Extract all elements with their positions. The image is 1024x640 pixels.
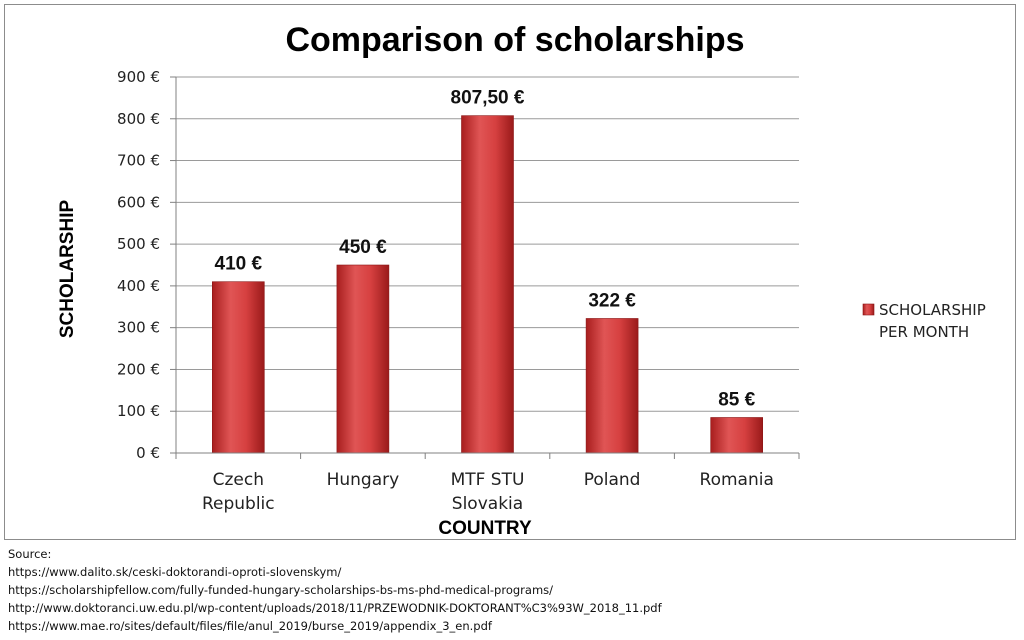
bars [212, 115, 764, 454]
data-label: 450 € [339, 237, 387, 258]
bar [585, 318, 639, 454]
data-labels: 410 € 450 € 807,50 € 322 € 85 € [215, 88, 756, 411]
y-tick-label: 100 € [117, 402, 160, 420]
y-tick-label: 400 € [117, 277, 160, 295]
chart-title: Comparison of scholarships [285, 21, 744, 59]
y-tick-label: 0 € [136, 444, 160, 462]
sources-heading: Source: [8, 547, 52, 561]
y-tick-label: 200 € [117, 360, 160, 378]
source-link-1[interactable]: https://www.dalito.sk/ceski-doktorandi-o… [8, 565, 342, 579]
legend-swatch [862, 303, 875, 316]
y-tick-label: 500 € [117, 235, 160, 253]
y-tick-label: 300 € [117, 319, 160, 337]
y-tick-label: 800 € [117, 110, 160, 128]
source-link-4[interactable]: https://www.mae.ro/sites/default/files/f… [8, 619, 492, 633]
sources-block: Source: https://www.dalito.sk/ceski-dokt… [8, 545, 1018, 635]
data-label: 322 € [588, 290, 636, 311]
bar [336, 264, 390, 454]
x-tick-label: Hungary [327, 470, 400, 490]
y-tick-label: 900 € [117, 68, 160, 86]
legend-label: SCHOLARSHIP PER MONTH [879, 301, 986, 341]
bar-chart: Comparison of scholarships 410 € 450 € 807… [57, 21, 986, 539]
chart-frame: Comparison of scholarships 410 € 450 € 807… [4, 4, 1016, 540]
data-label: 85 € [718, 389, 755, 410]
data-label: 410 € [215, 254, 263, 275]
x-tick-label: MTF STU Slovakia [451, 470, 525, 514]
bar [461, 115, 514, 454]
x-axis-title: COUNTRY [438, 518, 532, 539]
source-link-3[interactable]: http://www.doktoranci.uw.edu.pl/wp-conte… [8, 601, 662, 615]
x-tick-label: Poland [584, 470, 641, 490]
legend: SCHOLARSHIP PER MONTH [862, 301, 986, 341]
x-tick-label: Romania [700, 470, 774, 490]
x-tick-label: Czech Republic [202, 470, 275, 514]
y-axis-ticks: 0 € 100 € 200 € 300 € 400 € 500 € 600 € 700 € 80… [117, 68, 799, 462]
y-axis-title: SCHOLARSHIP [57, 200, 78, 339]
bar [710, 417, 764, 454]
bar [212, 281, 265, 454]
y-tick-label: 600 € [117, 193, 160, 211]
source-link-2[interactable]: https://scholarshipfellow.com/fully-fund… [8, 583, 554, 597]
data-label: 807,50 € [451, 88, 525, 109]
y-tick-label: 700 € [117, 152, 160, 170]
x-axis-ticks: Czech Republic Hungary MTF STU Slovakia Polan… [175, 453, 800, 514]
